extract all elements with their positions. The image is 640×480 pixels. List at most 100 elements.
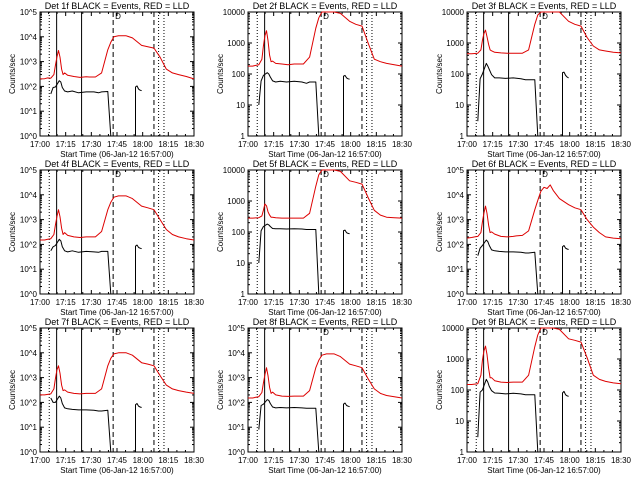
x-tick-label: 18:30 — [392, 298, 413, 307]
y-tick-label: 1000 — [227, 39, 245, 48]
x-tick-label: 18:30 — [184, 456, 205, 465]
detector-plot-9: 1 10 100 1000 10000 17:00 17:15 17:30 17:45 18:00… — [435, 317, 632, 475]
x-tick-label: 17:00 — [30, 456, 51, 465]
x-tick-label: 17:15 — [483, 140, 504, 149]
events-series-line — [477, 239, 539, 295]
y-tick-label: 10^0 — [20, 290, 38, 299]
y-tick-label: 10^4 — [20, 33, 38, 42]
events-series-line — [343, 402, 350, 452]
detector-plot-8: 10^0 10^1 10^2 10^3 10^4 10^5 17:00 17:15 17:30 1… — [216, 317, 413, 475]
detector-plot-5: 1 10 100 1000 10000 17:00 17:15 17:30 17:45 18:00… — [216, 159, 413, 317]
x-tick-label: 17:30 — [81, 456, 102, 465]
events-series-line — [562, 390, 569, 452]
y-tick-label: 10^5 — [20, 166, 38, 175]
y-axis-label: Counts/sec — [216, 54, 225, 94]
x-tick-label: 17:45 — [534, 140, 555, 149]
y-tick-label: 10000 — [223, 8, 246, 17]
x-axis-label: Start Time (06-Jan-12 16:57:00) — [268, 308, 382, 317]
x-tick-label: 17:15 — [56, 456, 77, 465]
y-axis-label: Counts/sec — [435, 212, 444, 252]
y-tick-label: 100 — [232, 70, 246, 79]
events-series-line — [258, 72, 320, 137]
y-tick-label: 10^5 — [20, 324, 38, 333]
x-tick-label: 17:00 — [457, 298, 478, 307]
y-tick-label: 10000 — [223, 166, 246, 175]
y-tick-label: 10000 — [442, 324, 465, 333]
events-series-line — [50, 238, 112, 295]
x-tick-label: 18:15 — [158, 298, 179, 307]
plot-frame — [466, 327, 622, 453]
plot-title: Det 2f BLACK = Events, RED = LLD — [253, 1, 398, 11]
x-tick-label: 17:30 — [508, 140, 529, 149]
x-tick-label: 17:30 — [289, 140, 310, 149]
x-tick-label: 17:15 — [264, 140, 285, 149]
event-marker-label: D — [323, 170, 329, 179]
x-tick-label: 18:30 — [611, 298, 632, 307]
y-axis-label: Counts/sec — [8, 212, 17, 252]
y-tick-label: 10^3 — [447, 216, 465, 225]
y-tick-label: 10^1 — [20, 107, 38, 116]
y-tick-label: 10^1 — [20, 265, 38, 274]
y-tick-label: 10000 — [442, 8, 465, 17]
x-tick-label: 18:00 — [560, 140, 581, 149]
y-tick-label: 10^1 — [20, 423, 38, 432]
plot-frame — [247, 169, 403, 295]
x-tick-label: 18:30 — [611, 456, 632, 465]
events-series-line — [477, 62, 539, 137]
event-marker-label: D — [542, 12, 548, 21]
x-tick-label: 18:15 — [158, 456, 179, 465]
x-tick-label: 18:00 — [341, 456, 362, 465]
y-tick-label: 10^2 — [20, 240, 38, 249]
x-tick-label: 17:00 — [30, 140, 51, 149]
lld-series-line — [248, 169, 403, 219]
plot-frame — [247, 11, 403, 137]
lld-series-line — [466, 184, 622, 240]
x-tick-label: 17:45 — [107, 140, 128, 149]
y-tick-label: 10^5 — [228, 324, 246, 333]
x-tick-label: 18:30 — [611, 140, 632, 149]
events-series-line — [343, 229, 350, 294]
y-tick-label: 10^1 — [228, 423, 246, 432]
x-tick-label: 18:15 — [585, 298, 606, 307]
y-tick-label: 10^3 — [20, 216, 38, 225]
event-marker-label: D — [542, 170, 548, 179]
x-tick-label: 18:00 — [133, 140, 154, 149]
x-tick-label: 17:00 — [238, 298, 259, 307]
y-tick-label: 10^4 — [447, 191, 465, 200]
y-tick-label: 10^2 — [228, 398, 246, 407]
x-axis-label: Start Time (06-Jan-12 16:57:00) — [487, 308, 601, 317]
x-axis-label: Start Time (06-Jan-12 16:57:00) — [60, 150, 174, 159]
y-tick-label: 1000 — [227, 197, 245, 206]
x-tick-label: 18:15 — [158, 140, 179, 149]
x-tick-label: 17:15 — [56, 140, 77, 149]
x-tick-label: 18:15 — [366, 140, 387, 149]
events-series-line — [135, 85, 142, 136]
y-tick-label: 1 — [241, 132, 246, 141]
y-tick-label: 10^3 — [20, 58, 38, 67]
x-tick-label: 17:45 — [107, 298, 128, 307]
y-tick-label: 10^1 — [447, 265, 465, 274]
event-marker-label: D — [323, 328, 329, 337]
x-axis-label: Start Time (06-Jan-12 16:57:00) — [60, 466, 174, 475]
events-series-line — [562, 71, 569, 136]
y-tick-label: 10^2 — [20, 398, 38, 407]
x-tick-label: 18:00 — [133, 456, 154, 465]
plot-title: Det 7f BLACK = Events, RED = LLD — [45, 317, 190, 327]
x-tick-label: 17:45 — [534, 298, 555, 307]
x-axis-label: Start Time (06-Jan-12 16:57:00) — [268, 466, 382, 475]
events-series-line — [50, 80, 112, 137]
y-tick-label: 10^0 — [20, 132, 38, 141]
x-tick-label: 18:30 — [392, 456, 413, 465]
x-tick-label: 17:30 — [508, 298, 529, 307]
x-tick-label: 17:30 — [508, 456, 529, 465]
y-tick-label: 10^4 — [20, 349, 38, 358]
plot-title: Det 5f BLACK = Events, RED = LLD — [253, 159, 398, 169]
y-tick-label: 10^4 — [228, 349, 246, 358]
x-axis-label: Start Time (06-Jan-12 16:57:00) — [268, 150, 382, 159]
plot-title: Det 3f BLACK = Events, RED = LLD — [472, 1, 617, 11]
x-tick-label: 18:15 — [366, 456, 387, 465]
y-tick-label: 1 — [460, 132, 465, 141]
y-tick-label: 1 — [241, 290, 246, 299]
x-tick-label: 18:00 — [560, 456, 581, 465]
